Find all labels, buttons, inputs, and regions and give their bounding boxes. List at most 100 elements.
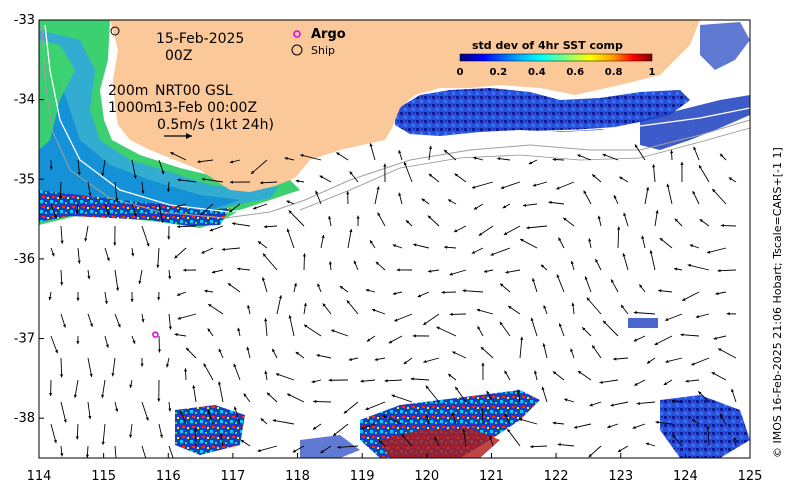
current-vector-head [584,276,588,280]
current-vector-head [203,363,207,367]
plot-frame [38,19,751,459]
current-vector-head [260,418,264,422]
current-vector [131,159,137,179]
current-vector-head [573,425,578,429]
current-vector [289,315,295,337]
current-vector-head [237,327,241,332]
current-vector-head [286,200,290,204]
current-vector-head [444,149,448,154]
current-vector-head [63,419,67,423]
current-vector-head [192,385,196,389]
current-vector-head [295,179,300,183]
current-vector-head [706,425,710,429]
current-vector-head [161,170,165,175]
current-vector-head [365,288,370,292]
current-vector-head [183,368,188,372]
current-vector-head [556,186,560,190]
current-vector-head [115,408,119,412]
current-vector-head [322,303,326,307]
current-vector-head [663,382,668,385]
current-vector-head [336,152,340,156]
current-vector-head [552,421,556,425]
current-vector-head [599,380,603,384]
current-vector [177,225,197,228]
current-vector-head [520,239,524,242]
current-vector [403,161,413,183]
current-vector-head [141,190,145,194]
current-vector-head [233,406,237,410]
current-vector-head [586,297,590,301]
current-vector-head [247,305,251,309]
current-vector-head [73,394,77,398]
current-vector-head [636,401,640,406]
current-vector [636,401,656,405]
current-vector-head [375,261,380,265]
current-vector-head [272,419,276,423]
current-vector [711,188,727,205]
current-vector-head [570,260,574,265]
current-vector [691,357,710,366]
current-vector [394,313,413,322]
current-vector-head [177,178,181,182]
current-vector-head [532,278,536,282]
current-vector-head [543,305,547,309]
current-vector-head [391,394,395,398]
current-vector-head [428,173,433,177]
depth-200-label: 200m [108,83,148,99]
current-vector-head [157,349,162,353]
current-vector [201,178,224,183]
current-vector [272,419,295,425]
current-vector-head [229,180,233,184]
current-vector-head [583,190,587,194]
current-vector-head [658,289,662,293]
current-vector-head [582,327,586,331]
current-vector-head [682,297,686,301]
current-vector-head [639,284,643,288]
current-vector [425,385,440,403]
current-vector-head [655,210,659,214]
current-vector-head [698,391,702,395]
current-vector-head [589,403,593,407]
current-vector-head [315,190,319,195]
current-vector-head [449,272,453,276]
current-vector-head [133,212,137,217]
current-vector-head [53,215,57,219]
current-vector-head [693,146,697,151]
current-vector-head [76,297,80,301]
current-vector-head [166,188,171,192]
contour-1000m [41,24,750,219]
current-vector-head [428,269,432,273]
current-vector-head [211,270,216,274]
current-vector-head [401,434,405,438]
current-vector-head [453,229,458,233]
current-vector-head [156,264,160,268]
current-vector [490,247,511,256]
current-vector-head [652,164,656,168]
current-vector [337,445,359,448]
current-vector-head [503,231,508,235]
current-vector-head [691,362,695,366]
current-vector-head [141,319,145,323]
current-vector-head [733,437,737,441]
current-vector-head [304,324,308,328]
current-vector-head [106,211,110,216]
current-vector-head [200,211,204,215]
current-vector-head [526,226,530,230]
current-vector [664,313,683,321]
x-axis: 114 115 116 117 118 119 120 121 122 123 124 125 [27,453,762,484]
current-vector-head [288,210,292,214]
current-vector-head [168,408,172,412]
sst-field-south-coast [395,88,690,136]
current-vector [203,363,214,381]
current-vector-head [60,240,64,244]
current-vector [654,335,673,346]
current-vector-head [253,206,257,210]
current-vector-head [349,171,353,175]
current-vector [232,222,251,227]
y-axis: -33 -34 -35 -36 -37 -38 [14,13,44,426]
current-vector [112,357,116,377]
vector-scale-arrowhead [186,133,192,139]
current-vector-head [346,191,350,195]
current-vector-head [392,244,397,248]
current-vector-head [659,238,664,242]
